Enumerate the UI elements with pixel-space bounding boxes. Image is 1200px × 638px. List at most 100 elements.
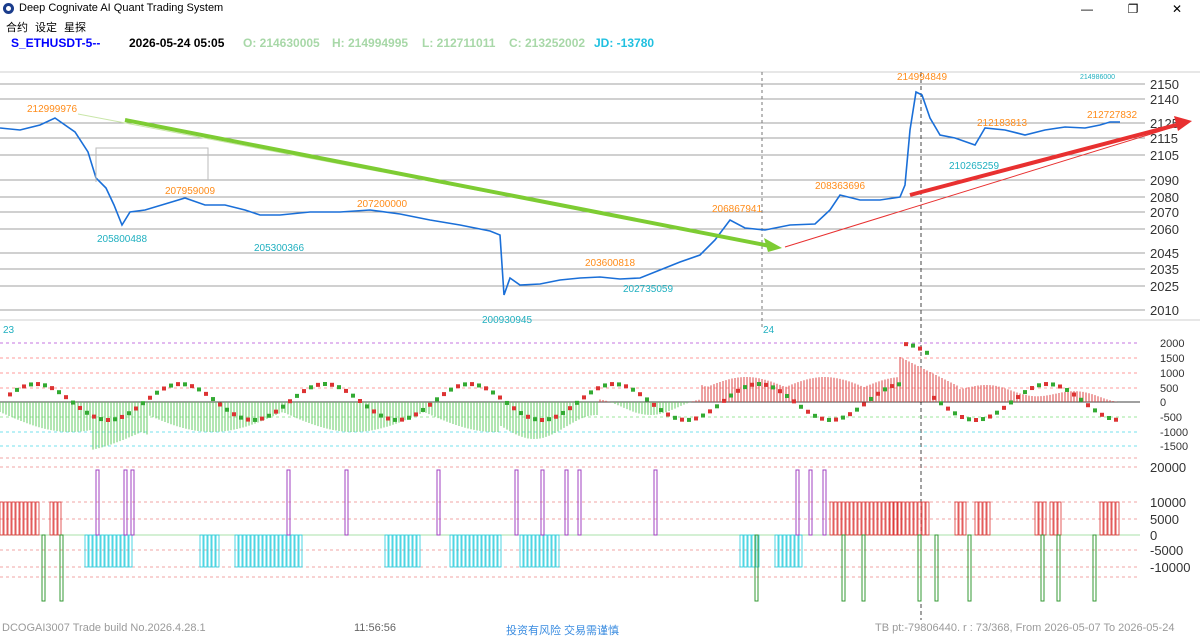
- volume-bar-down: [739, 534, 744, 568]
- oscillator-dot: [512, 406, 516, 411]
- volume-bar-up: [986, 501, 991, 536]
- volume-spike-down: [967, 534, 972, 602]
- oscillator-dot: [498, 395, 502, 400]
- volume-bar-down: [547, 534, 552, 568]
- oscillator-dot: [393, 417, 397, 422]
- volume-bar-down: [404, 534, 409, 568]
- oscillator-dot: [134, 406, 138, 411]
- volume-spike-down: [1056, 534, 1061, 602]
- volume-bar-up: [49, 501, 54, 536]
- oscillator-tick-label: 1500: [1160, 353, 1184, 365]
- volume-bar-up: [57, 501, 62, 536]
- close-button[interactable]: ✕: [1171, 2, 1183, 16]
- volume-bar-down: [290, 534, 295, 568]
- restore-button[interactable]: ❐: [1127, 2, 1139, 16]
- volume-bar-up: [881, 501, 886, 536]
- oscillator-dot: [232, 412, 236, 417]
- volume-spike-down: [1092, 534, 1097, 602]
- volume-bar-down: [465, 534, 470, 568]
- volume-spike: [514, 469, 519, 536]
- price-tick-label: 2045: [1150, 246, 1179, 261]
- price-tick-label: 2070: [1150, 205, 1179, 220]
- oscillator-dot: [162, 386, 166, 391]
- oscillator-dot: [50, 386, 54, 391]
- oscillator-dot: [484, 386, 488, 391]
- oscillator-dot: [1051, 382, 1055, 387]
- jd-value: JD: -13780: [594, 36, 655, 50]
- volume-bar-down: [527, 534, 532, 568]
- status-info: TB pt:-79806440. r : 73/368, From 2026-0…: [875, 622, 1175, 634]
- volume-bar-down: [84, 534, 89, 568]
- oscillator-dot: [813, 413, 817, 418]
- oscillator-dot: [1093, 408, 1097, 413]
- volume-bar-up: [1099, 501, 1104, 536]
- oscillator-dot: [183, 382, 187, 387]
- oscillator-dot: [659, 408, 663, 413]
- price-line: [0, 90, 1120, 296]
- build-info: DCOGAI3007 Trade build No.2026.4.28.1: [2, 622, 206, 634]
- oscillator-dot: [638, 392, 642, 397]
- price-tick-label: 2105: [1150, 148, 1179, 163]
- oscillator-dot: [582, 395, 586, 400]
- oscillator-dot: [967, 417, 971, 422]
- oscillator-dot: [666, 412, 670, 417]
- oscillator-dot: [694, 416, 698, 421]
- oscillator-tick-label: -1500: [1160, 441, 1188, 453]
- oscillator-dot: [743, 385, 747, 390]
- oscillator-dot: [1037, 383, 1041, 388]
- volume-spike: [130, 469, 135, 536]
- oscillator-dot: [834, 417, 838, 422]
- symbol-label[interactable]: S_ETHUSDT-5--: [11, 36, 101, 50]
- volume-bar-down: [211, 534, 216, 568]
- price-tick-label: 2140: [1150, 92, 1179, 107]
- volume-bar-down: [412, 534, 417, 568]
- risk-warning: 投资有风险 交易需谨慎: [506, 625, 620, 637]
- low-value: L: 212711011: [422, 36, 496, 50]
- volume-bar-down: [798, 534, 803, 568]
- oscillator-dot: [337, 385, 341, 390]
- oscillator-dot: [918, 346, 922, 351]
- high-annotation: 214994849: [897, 72, 947, 83]
- menu-settings[interactable]: 设定: [35, 22, 57, 34]
- oscillator-dot: [855, 407, 859, 412]
- volume-bar-up: [861, 501, 866, 536]
- volume-bar-down: [485, 534, 490, 568]
- oscillator-dot: [904, 342, 908, 347]
- volume-bar-up: [35, 501, 40, 536]
- volume-bar-down: [396, 534, 401, 568]
- day-label: 23: [3, 325, 15, 336]
- minimize-button[interactable]: —: [1081, 2, 1093, 16]
- oscillator-dot: [1023, 390, 1027, 395]
- high-annotation: 212727832: [1087, 110, 1137, 121]
- oscillator-dot: [344, 388, 348, 393]
- oscillator-dot: [330, 382, 334, 387]
- oscillator-dot: [589, 390, 593, 395]
- volume-spike-down: [41, 534, 46, 602]
- high-value: H: 214994995: [332, 36, 409, 50]
- volume-bar-down: [392, 534, 397, 568]
- volume-spike: [653, 469, 658, 536]
- volume-bar-up: [0, 501, 4, 536]
- price-tick-label: 2060: [1150, 222, 1179, 237]
- oscillator-dot: [876, 391, 880, 396]
- oscillator-dot: [988, 414, 992, 419]
- volume-bar-up: [905, 501, 910, 536]
- volume-bar-down: [234, 534, 239, 568]
- volume-bar-down: [104, 534, 109, 568]
- menu-scout[interactable]: 星探: [64, 22, 86, 34]
- oscillator-dot: [526, 414, 530, 419]
- volume-bar-down: [242, 534, 247, 568]
- volume-bar-up: [1107, 501, 1112, 536]
- oscillator-dot: [386, 416, 390, 421]
- oscillator-dot: [806, 409, 810, 414]
- volume-bar-down: [100, 534, 105, 568]
- oscillator-dot: [680, 417, 684, 422]
- oscillator-dot: [120, 414, 124, 419]
- menu-bar: 合约 设定 星探: [0, 18, 1200, 34]
- volume-bar-down: [128, 534, 133, 568]
- price-tick-label: 2090: [1150, 173, 1179, 188]
- menu-contract[interactable]: 合约: [6, 22, 28, 34]
- high-annotation: 212999976: [27, 104, 77, 115]
- oscillator-dot: [1114, 417, 1118, 422]
